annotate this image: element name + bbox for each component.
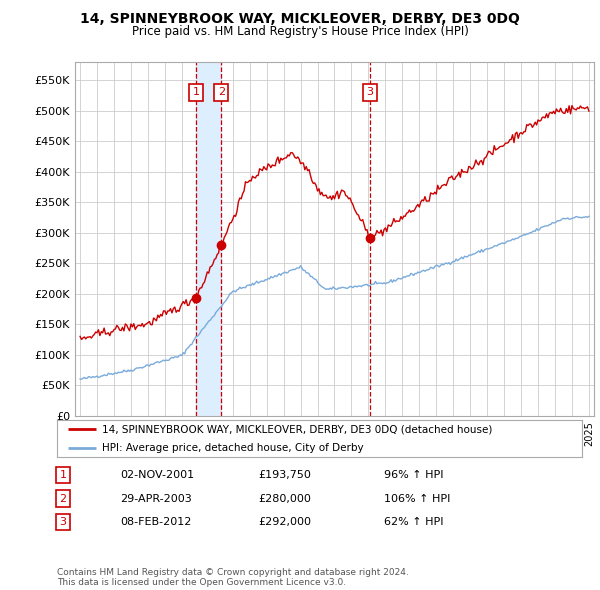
Text: 96% ↑ HPI: 96% ↑ HPI [384, 470, 443, 480]
Text: 106% ↑ HPI: 106% ↑ HPI [384, 494, 451, 503]
Text: 3: 3 [59, 517, 67, 527]
Text: £292,000: £292,000 [258, 517, 311, 527]
Text: 62% ↑ HPI: 62% ↑ HPI [384, 517, 443, 527]
Text: 2: 2 [59, 494, 67, 503]
Text: HPI: Average price, detached house, City of Derby: HPI: Average price, detached house, City… [101, 443, 363, 453]
Bar [196, 62, 221, 416]
Text: 14, SPINNEYBROOK WAY, MICKLEOVER, DERBY, DE3 0DQ (detached house): 14, SPINNEYBROOK WAY, MICKLEOVER, DERBY,… [101, 424, 492, 434]
Text: £193,750: £193,750 [258, 470, 311, 480]
Text: 1: 1 [193, 87, 199, 97]
Text: 02-NOV-2001: 02-NOV-2001 [120, 470, 194, 480]
Text: Price paid vs. HM Land Registry's House Price Index (HPI): Price paid vs. HM Land Registry's House … [131, 25, 469, 38]
Text: 29-APR-2003: 29-APR-2003 [120, 494, 192, 503]
Text: 14, SPINNEYBROOK WAY, MICKLEOVER, DERBY, DE3 0DQ: 14, SPINNEYBROOK WAY, MICKLEOVER, DERBY,… [80, 12, 520, 26]
Text: Contains HM Land Registry data © Crown copyright and database right 2024.
This d: Contains HM Land Registry data © Crown c… [57, 568, 409, 587]
Text: 2: 2 [218, 87, 225, 97]
Text: £280,000: £280,000 [258, 494, 311, 503]
Text: 08-FEB-2012: 08-FEB-2012 [120, 517, 191, 527]
Text: 3: 3 [367, 87, 374, 97]
Text: 1: 1 [59, 470, 67, 480]
